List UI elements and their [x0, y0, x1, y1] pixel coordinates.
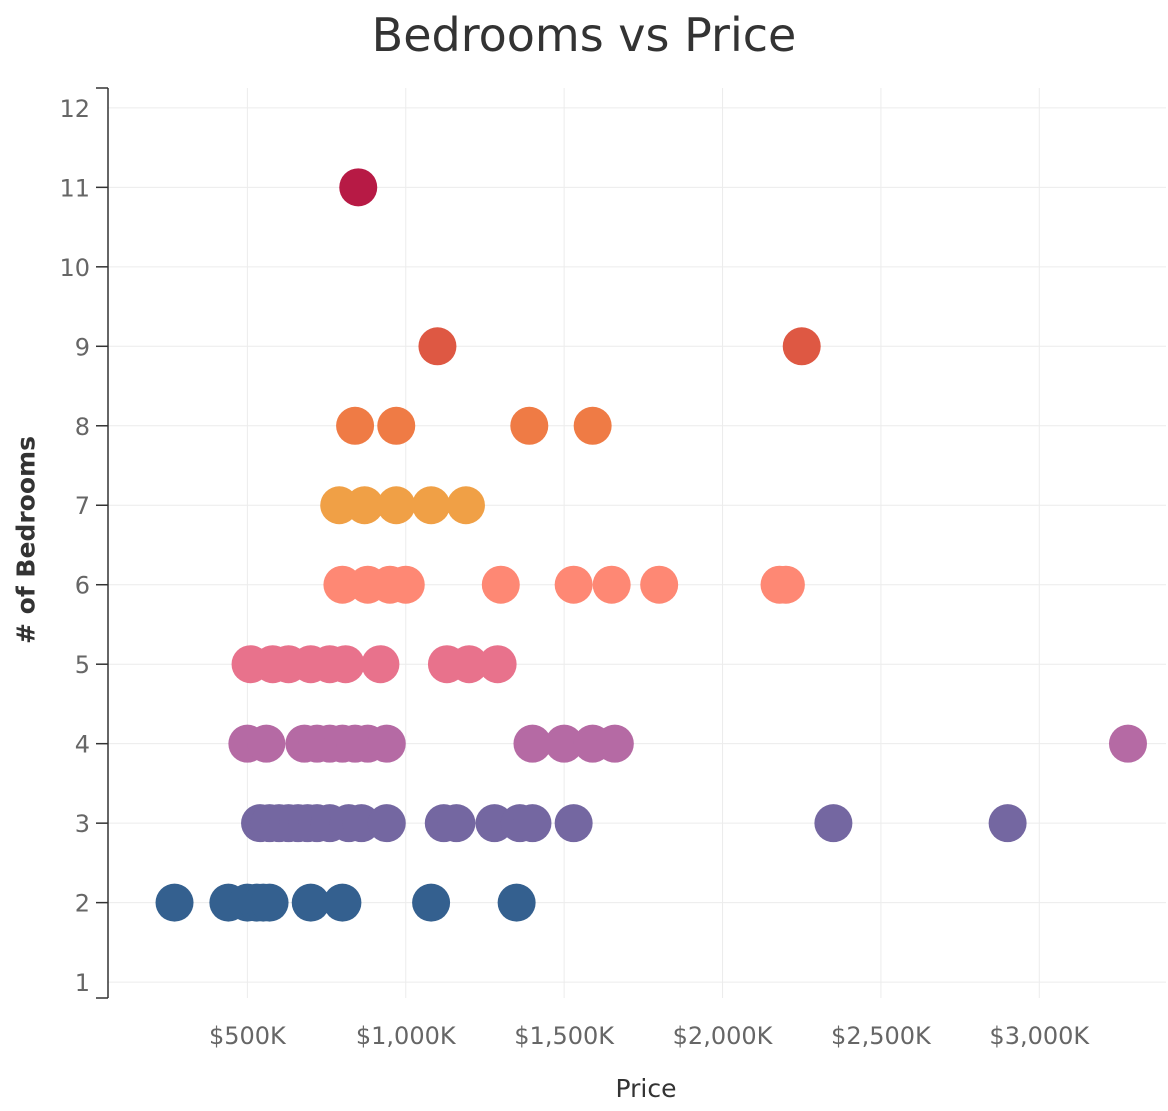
y-tick-label: 8	[75, 413, 90, 441]
y-tick-label: 7	[75, 492, 90, 520]
x-tick-label: $3,000K	[989, 1022, 1090, 1050]
scatter-point	[640, 565, 679, 604]
scatter-point	[418, 327, 457, 366]
scatter-point	[155, 883, 194, 922]
scatter-point	[513, 724, 552, 763]
scatter-point	[336, 406, 375, 445]
x-axis-title: Price	[615, 1074, 677, 1103]
y-tick-label: 10	[59, 254, 90, 282]
x-tick-label: $500K	[209, 1022, 287, 1050]
scatter-point	[247, 724, 286, 763]
scatter-point	[592, 565, 631, 604]
scatter-point	[339, 168, 378, 207]
chart-title: Bedrooms vs Price	[371, 8, 797, 62]
y-tick-label: 2	[75, 890, 90, 918]
scatter-point	[573, 406, 612, 445]
x-tick-label: $2,500K	[831, 1022, 932, 1050]
scatter-point	[326, 645, 365, 684]
scatter-point	[291, 883, 330, 922]
scatter-point	[481, 565, 520, 604]
scatter-point	[437, 804, 476, 843]
scatter-point	[446, 486, 485, 525]
x-tick-label: $1,500K	[514, 1022, 615, 1050]
scatter-point	[510, 406, 549, 445]
scatter-point	[377, 406, 416, 445]
y-tick-label: 6	[75, 572, 90, 600]
y-tick-label: 3	[75, 810, 90, 838]
scatter-point	[513, 804, 552, 843]
x-tick-label: $1,000K	[356, 1022, 457, 1050]
scatter-point	[478, 645, 517, 684]
scatter-point	[782, 327, 821, 366]
scatter-point	[345, 486, 384, 525]
scatter-point	[412, 486, 451, 525]
scatter-point	[545, 724, 584, 763]
scatter-point	[361, 645, 400, 684]
y-tick-label: 5	[75, 651, 90, 679]
y-tick-label: 11	[59, 174, 90, 202]
scatter-point	[367, 804, 406, 843]
y-tick-label: 4	[75, 731, 90, 759]
scatter-point	[766, 565, 805, 604]
scatter-point	[554, 804, 593, 843]
scatter-point	[450, 645, 489, 684]
scatter-point	[988, 804, 1027, 843]
y-tick-label: 12	[59, 95, 90, 123]
scatter-point	[1108, 724, 1147, 763]
scatter-point	[367, 724, 406, 763]
scatter-point	[814, 804, 853, 843]
scatter-point	[554, 565, 593, 604]
y-tick-label: 9	[75, 333, 90, 361]
scatter-point	[595, 724, 634, 763]
scatter-point	[250, 883, 289, 922]
y-tick-label: 1	[75, 969, 90, 997]
x-tick-label: $2,000K	[673, 1022, 774, 1050]
scatter-point	[412, 883, 451, 922]
scatter-point	[377, 486, 416, 525]
scatter-point	[323, 883, 362, 922]
scatter-point	[497, 883, 536, 922]
scatter-point	[386, 565, 425, 604]
